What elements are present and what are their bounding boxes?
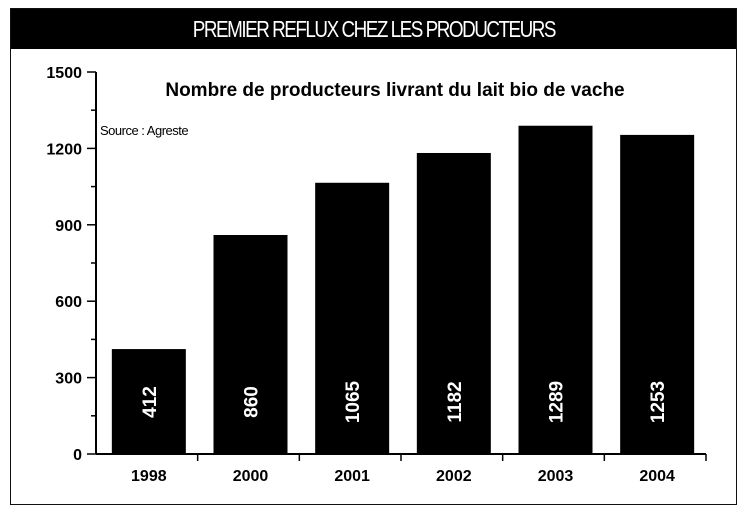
- x-tick-label: 2004: [639, 468, 675, 485]
- data-label: 1289: [547, 381, 568, 423]
- bar-2000: [213, 234, 288, 454]
- chart-title: Nombre de producteurs livrant du lait bi…: [165, 80, 624, 101]
- bars: 412 860 1065 1182 1289 1253: [111, 125, 695, 455]
- data-label: 1253: [648, 381, 669, 423]
- banner-title: PREMIER REFLUX CHEZ LES PRODUCTEURS: [11, 9, 736, 49]
- y-tick-label: 0: [73, 447, 82, 464]
- data-label: 1065: [343, 380, 364, 423]
- x-tick-label: 2002: [436, 468, 472, 485]
- chart-source: Source : Agreste: [100, 123, 188, 138]
- data-label: 1182: [445, 381, 466, 422]
- bar-2002: [416, 152, 491, 454]
- x-tick-label: 1998: [131, 468, 167, 485]
- axes: 0 300 600 900 1200 1500 1998 2000 2001 2002 2003 20…: [46, 65, 707, 485]
- bar-1998: [111, 349, 186, 454]
- data-label: 412: [140, 386, 161, 418]
- x-tick-label: 2001: [334, 468, 370, 485]
- bar-2004: [620, 134, 695, 455]
- banner-title-text: PREMIER REFLUX CHEZ LES PRODUCTEURS: [192, 15, 556, 42]
- bar-2003: [518, 125, 593, 454]
- x-tick-label: 2000: [233, 468, 269, 485]
- y-tick-label: 1500: [46, 65, 82, 82]
- y-tick-label: 1200: [46, 141, 82, 158]
- y-tick-label: 900: [55, 218, 82, 235]
- y-tick-label: 600: [55, 294, 82, 311]
- x-tick-label: 2003: [538, 468, 574, 485]
- bar-2001: [315, 182, 390, 454]
- data-label: 860: [242, 386, 263, 418]
- y-tick-label: 300: [55, 371, 82, 388]
